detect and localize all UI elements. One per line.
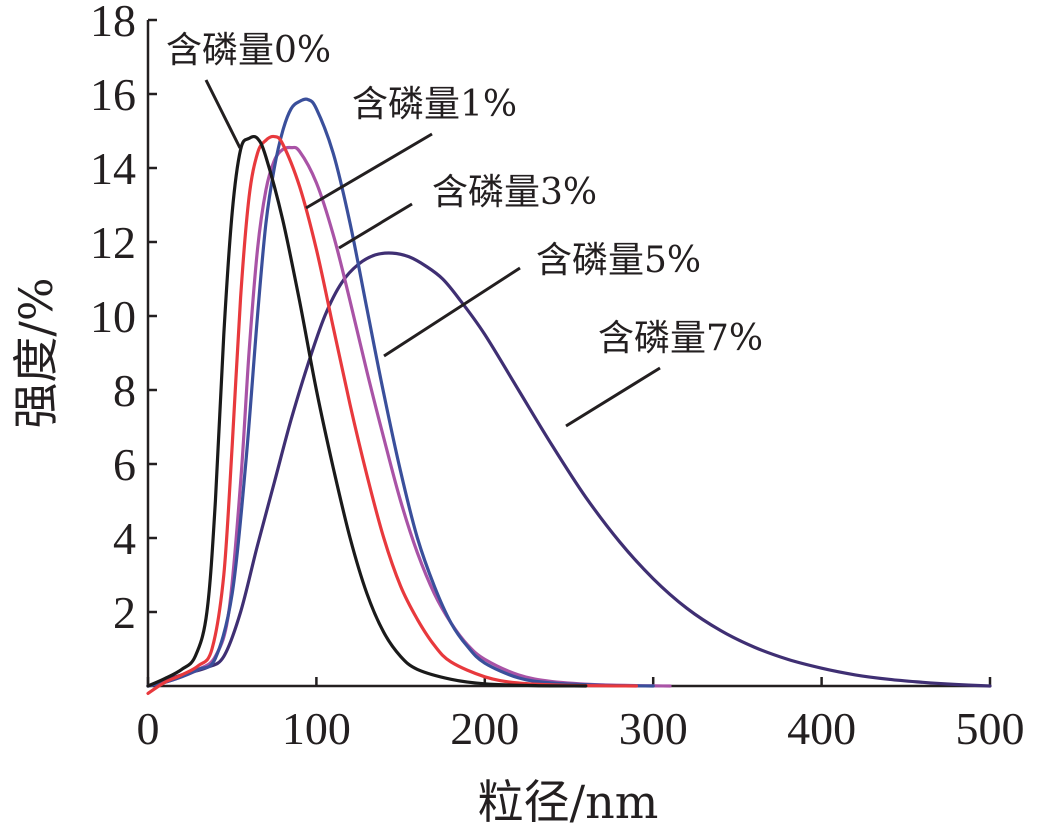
y-axis-title: 强度/% [9, 277, 63, 428]
series-annotation-4: 含磷量7% [598, 318, 763, 359]
ticks [146, 18, 992, 686]
series-line-3 [146, 97, 655, 688]
series-line-4 [146, 251, 992, 688]
annotation-leader-0 [204, 79, 242, 149]
y-tick-label: 6 [113, 439, 136, 490]
y-tick-label: 16 [90, 69, 136, 120]
annotation-leader-2 [338, 202, 413, 250]
x-axis-title: 粒径/nm [478, 775, 659, 828]
annotation-leader-1 [305, 132, 433, 210]
x-tick-label: 200 [450, 703, 519, 754]
series-line-0 [146, 134, 588, 688]
y-tick-label: 18 [90, 0, 136, 46]
y-tick-label: 14 [90, 143, 136, 194]
y-tick-label: 12 [90, 217, 136, 268]
y-tick-label: 10 [90, 291, 136, 342]
series-annotation-0: 含磷量0% [166, 30, 331, 71]
annotation-leaders [204, 79, 661, 428]
annotation-leader-4 [565, 366, 661, 428]
annotation-leader-3 [383, 266, 521, 358]
x-tick-label: 0 [137, 703, 160, 754]
x-tick-label: 400 [787, 703, 856, 754]
series-annotations: 含磷量0% 含磷量1% 含磷量3% 含磷量5% 含磷量7% [166, 30, 763, 359]
series-annotation-2: 含磷量3% [432, 172, 597, 213]
x-tick-label: 300 [619, 703, 688, 754]
series-annotation-3: 含磷量5% [536, 240, 701, 281]
y-tick-label: 2 [113, 587, 136, 638]
series-line-1 [146, 134, 638, 695]
x-tick-label: 500 [956, 703, 1025, 754]
series-lines [146, 97, 992, 695]
x-tick-label: 100 [282, 703, 351, 754]
tick-labels: 0 100 200 300 400 500 2 4 6 8 10 12 14 16 18 [90, 0, 1025, 754]
series-annotation-1: 含磷量1% [352, 84, 517, 125]
y-tick-label: 8 [113, 365, 136, 416]
axes [146, 20, 990, 688]
y-tick-label: 4 [113, 513, 136, 564]
